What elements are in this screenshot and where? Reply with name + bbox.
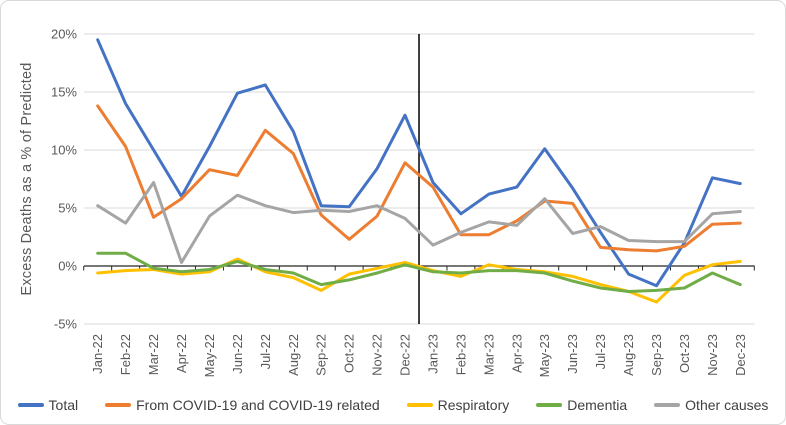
x-axis-tick-label: Feb-22 — [118, 334, 133, 375]
series-line-respiratory — [96, 257, 742, 304]
x-axis-tick-label: Mar-23 — [481, 334, 496, 375]
x-axis-tick-label: Apr-23 — [509, 334, 524, 373]
x-axis-tick-label: Aug-22 — [286, 334, 301, 376]
x-axis-tick-label: Jul-22 — [258, 334, 273, 369]
x-axis-tick-label: Mar-22 — [146, 334, 161, 375]
x-axis-tick-label: May-23 — [537, 334, 552, 377]
x-axis-tick-label: Nov-22 — [370, 334, 385, 376]
series-line-dementia — [96, 251, 742, 293]
legend-item-other-causes: Other causes — [654, 397, 768, 413]
legend-label-dementia: Dementia — [567, 397, 628, 413]
x-axis-tick-label: Jan-23 — [425, 334, 440, 374]
legend-item-total: Total — [17, 397, 79, 413]
x-axis-tick-label: Sep-23 — [649, 334, 664, 376]
legend-line-marker-other-causes — [654, 403, 681, 407]
legend-line-marker-total — [17, 403, 44, 407]
legend-item-from-covid-19-and-covid-19-related: From COVID-19 and COVID-19 related — [105, 397, 380, 413]
legend-label-respiratory: Respiratory — [437, 397, 510, 413]
x-axis-tick-label: Dec-23 — [733, 334, 748, 376]
y-axis-tick-label: 0% — [58, 259, 77, 274]
legend-line-marker-from-covid-19-and-covid-19-related — [105, 403, 132, 407]
y-axis-tick-label: 10% — [51, 143, 77, 158]
legend-line-marker-respiratory — [406, 403, 433, 407]
x-axis-tick-label: Aug-23 — [621, 334, 636, 376]
x-axis-tick-label: Oct-22 — [342, 334, 357, 373]
y-axis-tick-label: -5% — [54, 317, 78, 332]
x-axis-tick-label: May-22 — [202, 334, 217, 377]
x-axis-tick-label: Oct-23 — [677, 334, 692, 373]
legend-label-other-causes: Other causes — [685, 397, 769, 413]
y-axis-tick-label: 15% — [51, 85, 77, 100]
x-axis-tick-label: Apr-22 — [174, 334, 189, 373]
x-axis-tick-label: Dec-22 — [398, 334, 413, 376]
y-axis-tick-label: 5% — [58, 201, 77, 216]
x-axis-tick-label: Feb-23 — [453, 334, 468, 375]
series-line-other-causes — [96, 181, 742, 264]
legend-line-marker-dementia — [536, 403, 563, 407]
y-axis-tick-label: 20% — [51, 27, 77, 42]
x-axis-tick-label: Jul-23 — [593, 334, 608, 369]
x-axis-tick-label: Jan-22 — [90, 334, 105, 374]
legend-label-from-covid-19-and-covid-19-related: From COVID-19 and COVID-19 related — [136, 397, 380, 413]
x-axis-tick-label: Jun-23 — [565, 334, 580, 374]
series-line-total — [96, 38, 742, 288]
chart-legend: Total From COVID-19 and COVID-19 related R… — [1, 393, 785, 417]
legend-label-total: Total — [48, 397, 79, 413]
x-axis-tick-label: Jun-22 — [230, 334, 245, 374]
legend-item-dementia: Dementia — [536, 397, 627, 413]
x-axis-tick-label: Sep-22 — [314, 334, 329, 376]
x-axis-tick-label: Nov-23 — [705, 334, 720, 376]
legend-item-respiratory: Respiratory — [406, 397, 510, 413]
series-line-from-covid-19-and-covid-19-related — [96, 104, 742, 253]
